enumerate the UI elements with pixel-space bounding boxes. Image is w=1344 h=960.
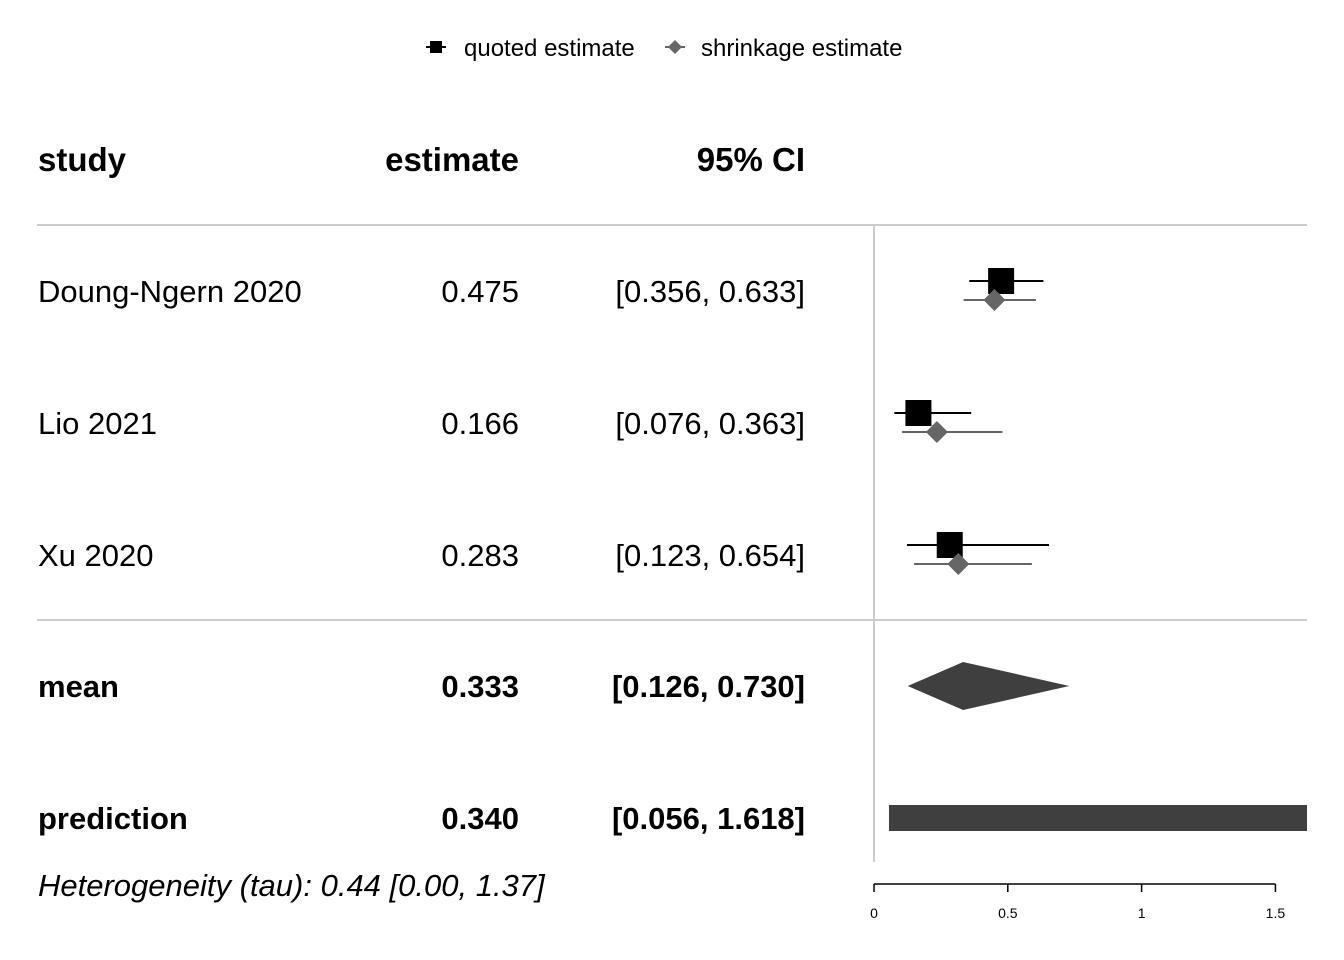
quoted-estimate-marker xyxy=(988,268,1015,294)
study-ci: [0.356, 0.633] xyxy=(615,274,805,309)
x-tick-label: 0.5 xyxy=(998,905,1018,921)
quoted-legend-icon xyxy=(426,41,446,53)
x-tick-label: 1 xyxy=(1138,905,1146,921)
study-name: Xu 2020 xyxy=(38,538,154,573)
mean-ci: [0.126, 0.730] xyxy=(611,669,805,704)
x-tick-label: 0 xyxy=(870,905,878,921)
shrinkage-estimate-marker xyxy=(983,289,1006,311)
prediction-ci: [0.056, 1.618] xyxy=(611,801,805,836)
header-estimate: estimate xyxy=(385,141,519,178)
study-estimate: 0.475 xyxy=(441,274,519,309)
heterogeneity-note: Heterogeneity (tau): 0.44 [0.00, 1.37] xyxy=(38,868,545,903)
header-study: study xyxy=(38,141,127,178)
mean-estimate: 0.333 xyxy=(441,669,519,704)
study-estimate: 0.166 xyxy=(441,406,519,441)
x-tick-label: 1.5 xyxy=(1266,905,1286,921)
study-ci: [0.123, 0.654] xyxy=(615,538,805,573)
legend-quoted-label: quoted estimate xyxy=(464,35,635,62)
prediction-estimate: 0.340 xyxy=(441,801,519,836)
study-name: Doung-Ngern 2020 xyxy=(38,274,302,309)
study-ci: [0.076, 0.363] xyxy=(615,406,805,441)
quoted-estimate-marker xyxy=(905,400,932,426)
header-ci: 95% CI xyxy=(696,141,805,178)
shrinkage-legend-icon xyxy=(665,40,685,54)
legend-shrinkage-label: shrinkage estimate xyxy=(701,35,903,62)
legend: quoted estimate shrinkage estimate xyxy=(0,33,1344,65)
mean-label: mean xyxy=(38,669,119,704)
prediction-interval-bar xyxy=(888,805,1307,831)
mean-diamond xyxy=(907,662,1070,710)
study-name: Lio 2021 xyxy=(38,406,157,441)
shrinkage-estimate-marker xyxy=(947,553,970,575)
prediction-label: prediction xyxy=(38,801,188,836)
shrinkage-estimate-marker xyxy=(925,421,948,443)
x-axis: 0 0.5 1 1.5 xyxy=(870,883,1286,921)
study-estimate: 0.283 xyxy=(441,538,519,573)
